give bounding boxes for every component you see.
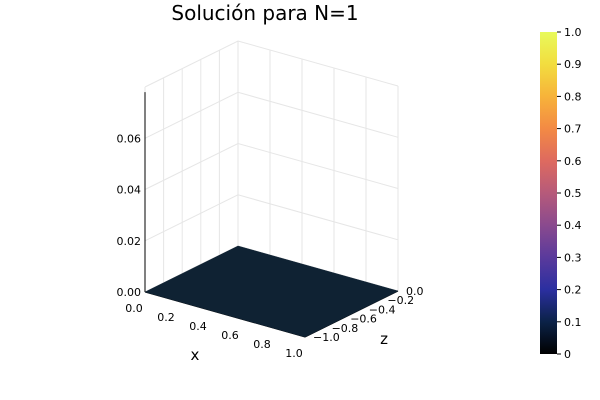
surface-layer [144, 245, 399, 338]
z-tick-label: −1.0 [313, 331, 340, 344]
grid-line-z [144, 91, 399, 139]
chart-title: Solución para N=1 [171, 1, 358, 25]
colorbar-tick-label: 0.9 [564, 58, 582, 71]
colorbar-tick-label: 0.8 [564, 90, 582, 103]
colorbar-tick-label: 0.5 [564, 187, 582, 200]
colorbar-tick-label: 0.4 [564, 219, 582, 232]
colorbar-gradient [540, 32, 557, 354]
z-tick-label: −0.4 [369, 303, 396, 316]
x-tick-label: 0.0 [125, 302, 143, 315]
z-tick-label: −0.8 [332, 322, 359, 335]
x-tick-label: 0.4 [189, 320, 207, 333]
colorbar-tick-label: 0.1 [564, 316, 582, 329]
y-tick-label: 0.02 [117, 235, 142, 248]
grid-line-top [144, 40, 399, 88]
colorbar-tick-label: 1.0 [564, 26, 582, 39]
x-tick-label: 0.2 [157, 311, 175, 324]
y-tick-label: 0.04 [117, 184, 142, 197]
x-axis-label: x [191, 346, 200, 364]
x-tick-label: 1.0 [285, 347, 303, 360]
z-axis-label: z [380, 330, 388, 348]
z-tick-label: −0.6 [350, 313, 377, 326]
x-tick-label: 0.8 [253, 338, 271, 351]
y-tick-label: 0.00 [117, 286, 142, 299]
colorbar-tick-label: 0.6 [564, 155, 582, 168]
tick-labels: 0.00.20.40.60.81.00.0−0.2−0.4−0.6−0.8−1.… [117, 132, 424, 360]
surface-plane [144, 245, 399, 338]
colorbar-tick-label: 0.3 [564, 251, 582, 264]
colorbar-tick-label: 0 [564, 348, 571, 361]
grid-line-z [144, 194, 399, 242]
colorbar-tick-label: 0.2 [564, 284, 582, 297]
colorbar-tick-label: 0.7 [564, 123, 582, 136]
x-tick-label: 0.6 [221, 329, 239, 342]
y-tick-label: 0.06 [117, 132, 142, 145]
z-tick-label: −0.2 [387, 294, 414, 307]
z-tick-label: 0.0 [406, 285, 424, 298]
colorbar: 0 0.1 0.2 0.3 0.4 0.5 0.6 0.7 0.8 0.9 1.0 [540, 26, 582, 361]
grid-line-z [144, 142, 399, 190]
